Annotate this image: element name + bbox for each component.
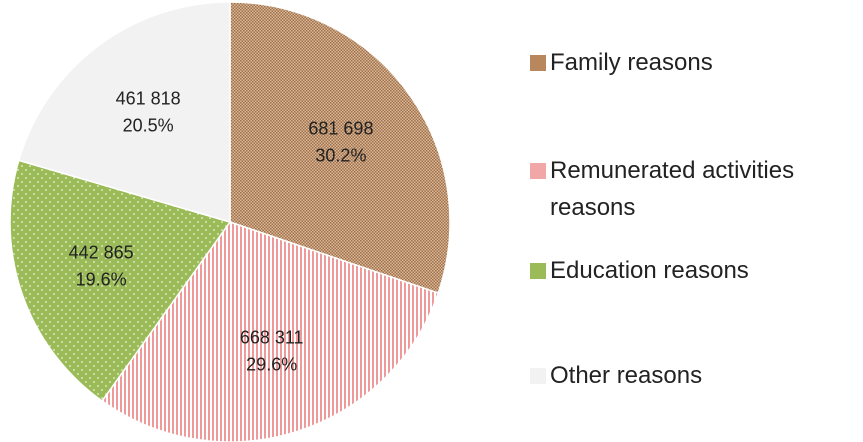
legend-entry: Other reasons (530, 357, 850, 394)
legend-label: Education reasons (550, 257, 749, 284)
percent-label: 20.5% (123, 116, 174, 136)
value-label: 681 698 (308, 118, 373, 138)
legend-label: Family reasons (550, 49, 713, 76)
legend-swatch (530, 263, 546, 279)
percent-label: 29.6% (246, 355, 297, 375)
legend-swatch (530, 368, 546, 384)
pie-slice (9, 159, 232, 403)
legend-entry: Family reasons (530, 44, 850, 81)
legend-label: Remunerated activities reasons (550, 157, 795, 221)
value-label: 668 311 (240, 328, 304, 348)
legend-swatch (530, 55, 546, 71)
legend-entry: Education reasons (530, 252, 850, 289)
percent-label: 19.6% (76, 269, 127, 289)
pie-slice (101, 221, 440, 442)
value-label: 442 865 (69, 242, 134, 262)
legend-label: Other reasons (550, 362, 703, 389)
value-label: 461 818 (116, 89, 181, 109)
pie-slice (229, 1, 451, 295)
percent-label: 30.2% (315, 145, 366, 165)
legend-swatch (530, 163, 546, 179)
legend-entry: Remunerated activities reasons (530, 152, 850, 226)
pie-slice (17, 1, 231, 224)
